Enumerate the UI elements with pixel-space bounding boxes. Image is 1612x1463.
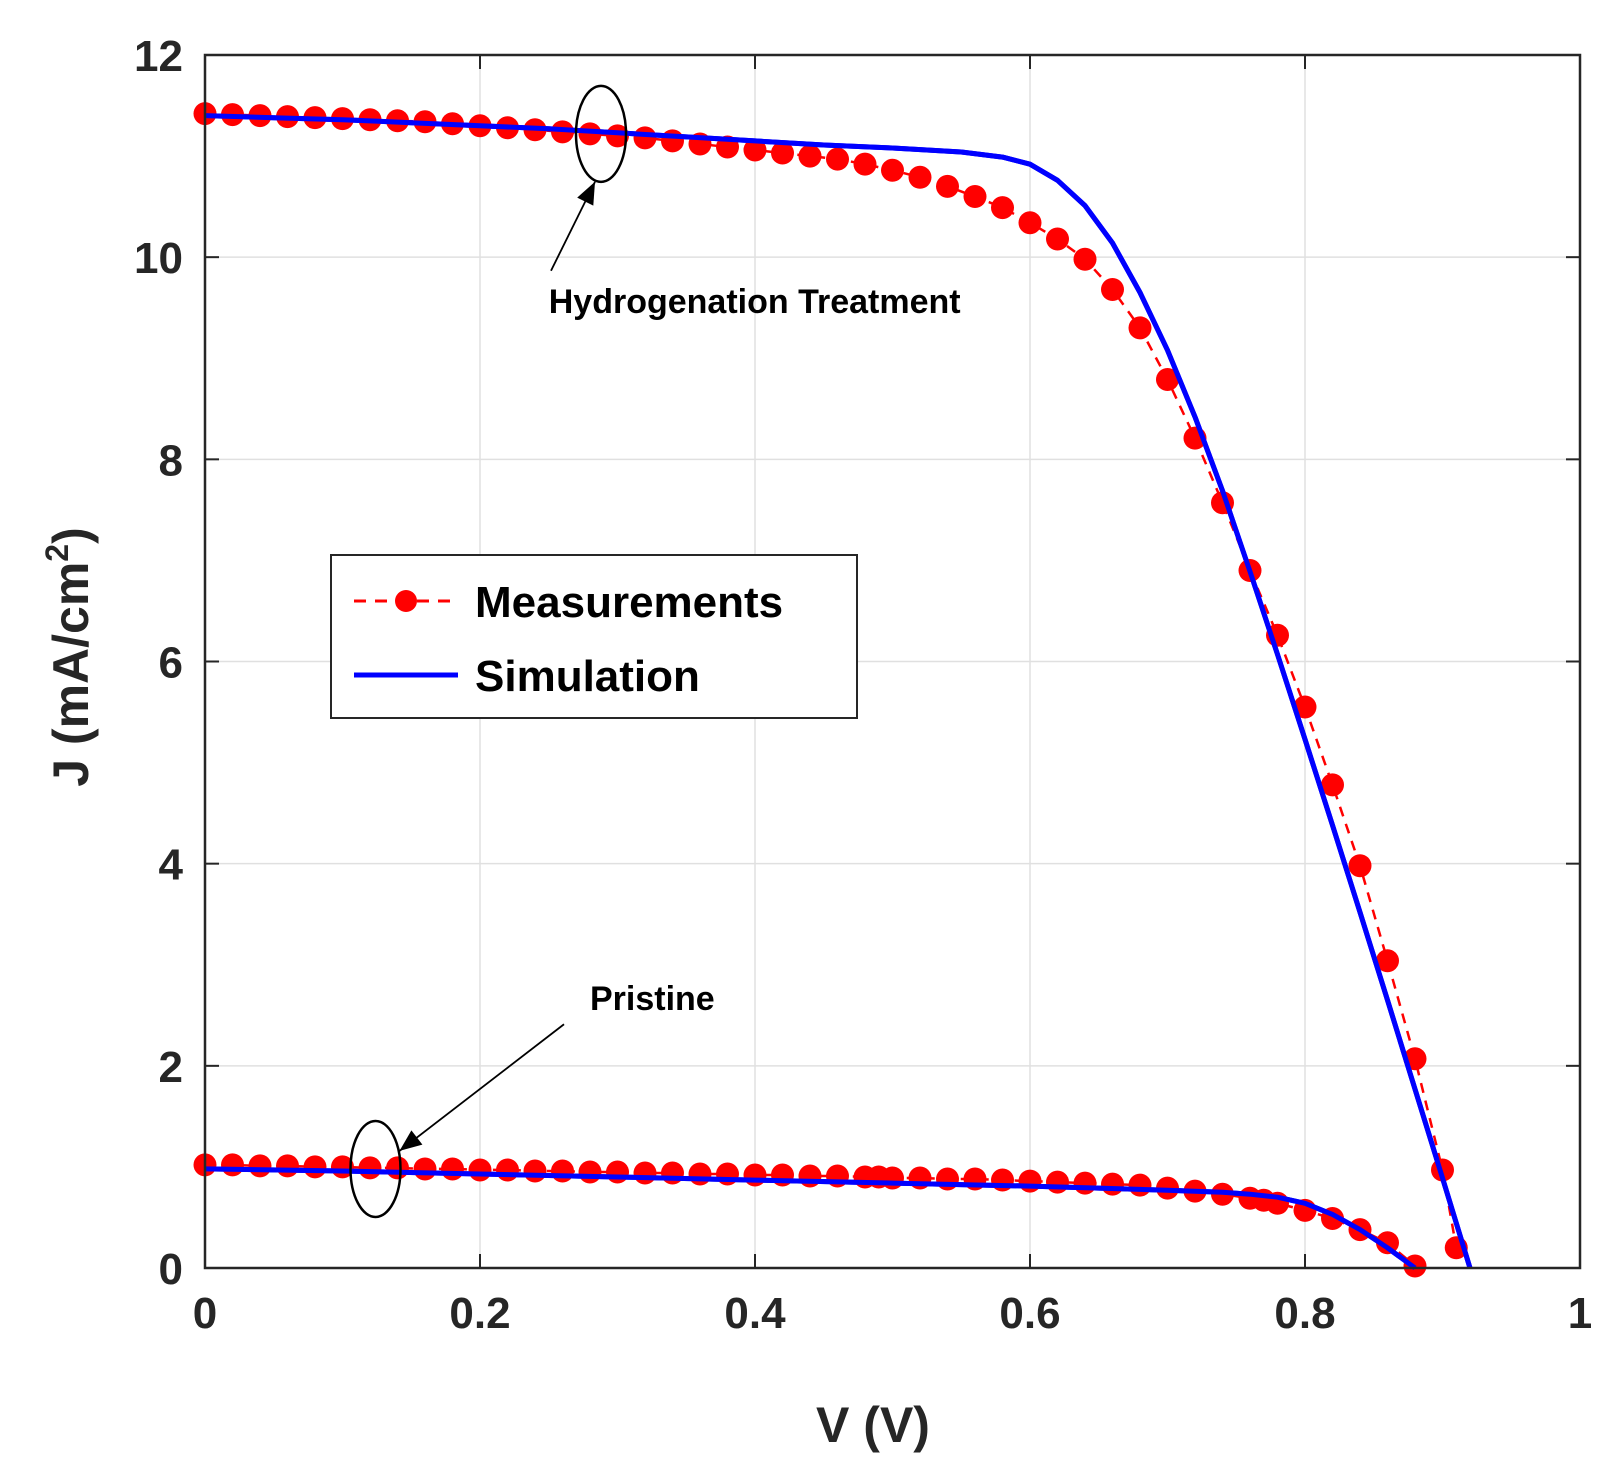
measurement-point [661,1161,684,1185]
measurement-point [1101,278,1124,302]
y-tick-label: 6 [159,639,183,688]
annotation-label: Pristine [590,980,715,1018]
y-tick-label: 0 [159,1245,183,1294]
measurement-point [963,185,987,209]
measurement-point [936,1167,959,1191]
measurement-point [578,1160,602,1184]
measurement-point [1046,227,1069,251]
y-tick-label: 12 [134,32,183,81]
annotation-label: Hydrogenation Treatment [549,283,961,321]
measurement-point [523,1159,547,1183]
measurement-point [936,174,959,198]
measurement-point [798,1164,822,1188]
measurement-point [908,165,932,189]
measurement-point [358,1156,382,1180]
simulation-curve-overlay [204,1166,1417,1271]
x-tick-label: 1 [1568,1289,1592,1338]
measurement-point [688,1162,712,1186]
measurement-point [1321,773,1344,797]
measurement-point [991,196,1014,220]
measurement-point [1348,854,1372,878]
x-tick-label: 0 [193,1289,217,1338]
annotation-arrow-head [399,1130,423,1151]
measurement-point [468,1158,492,1182]
measurement-point [413,1157,437,1181]
legend-entry-simulation: Simulation [354,652,700,701]
y-tick-label: 2 [159,1043,183,1092]
x-tick-label: 0.6 [999,1289,1060,1338]
x-tick-label: 0.2 [449,1289,510,1338]
legend-label-simulation: Simulation [475,652,700,701]
series-layer [193,102,1473,1278]
measurement-point [1101,1172,1124,1196]
measurement-point [578,122,602,146]
legend-marker-measurements [395,590,417,612]
measurement-point [303,1155,327,1179]
annotation-ellipse [349,1119,402,1219]
legend-box [330,554,858,719]
measurement-point [1128,316,1152,340]
measurement-point [1073,1171,1097,1195]
y-tick-label: 8 [159,436,183,485]
x-tick-label: 0.8 [1274,1289,1335,1338]
legend-entry-measurements: Measurements [354,578,783,627]
annotation-ellipse [574,84,628,184]
measurement-point [633,126,657,150]
measurement-point [661,129,684,153]
measurement-point [441,1157,464,1181]
measurement-point [1156,367,1179,391]
measurement-point [798,144,822,168]
measurement-point [1018,211,1042,235]
annotations-layer: Hydrogenation Treatment Pristine [349,84,961,1219]
measurement-point [1376,949,1399,973]
legend: Measurements Simulation [330,554,858,719]
measurement-point [1046,1170,1069,1194]
y-axis-label-main: J (mA/cm [43,562,99,787]
measurement-point [1376,1231,1399,1255]
x-tick-label: 0.4 [724,1289,786,1338]
measurement-point [221,1153,244,1177]
measurement-point [1073,247,1097,271]
y-tick-label: 10 [134,234,183,283]
y-tick-label: 4 [159,841,184,890]
measurement-point [1128,1173,1152,1197]
measurement-point [881,1166,904,1190]
legend-label-measurements: Measurements [475,578,783,627]
y-axis-label-close: ) [43,527,99,544]
annotation-arrow-head [577,181,595,206]
measurement-point [771,141,794,165]
measurement-point [496,1158,519,1182]
measurement-point [743,1163,767,1187]
measurement-point [551,1159,574,1183]
measurement-point [633,1161,657,1185]
y-axis-label: J (mA/cm2) [39,527,99,787]
measurement-point [386,1156,409,1180]
x-axis-label: V (V) [816,1397,930,1453]
simulation-curve-overlay [204,113,1473,1269]
measurement-point [606,1160,629,1184]
measurement-point [881,158,904,182]
measurement-point [743,138,767,162]
measurement-point [276,1154,299,1178]
annotation-arrow-line [398,1023,565,1152]
measurement-point [1018,1169,1042,1193]
measurement-point [1293,695,1317,719]
measurement-point [853,152,877,176]
measurement-point [826,147,849,171]
y-axis-label-superscript: 2 [39,544,75,562]
measurement-point [248,1154,272,1178]
